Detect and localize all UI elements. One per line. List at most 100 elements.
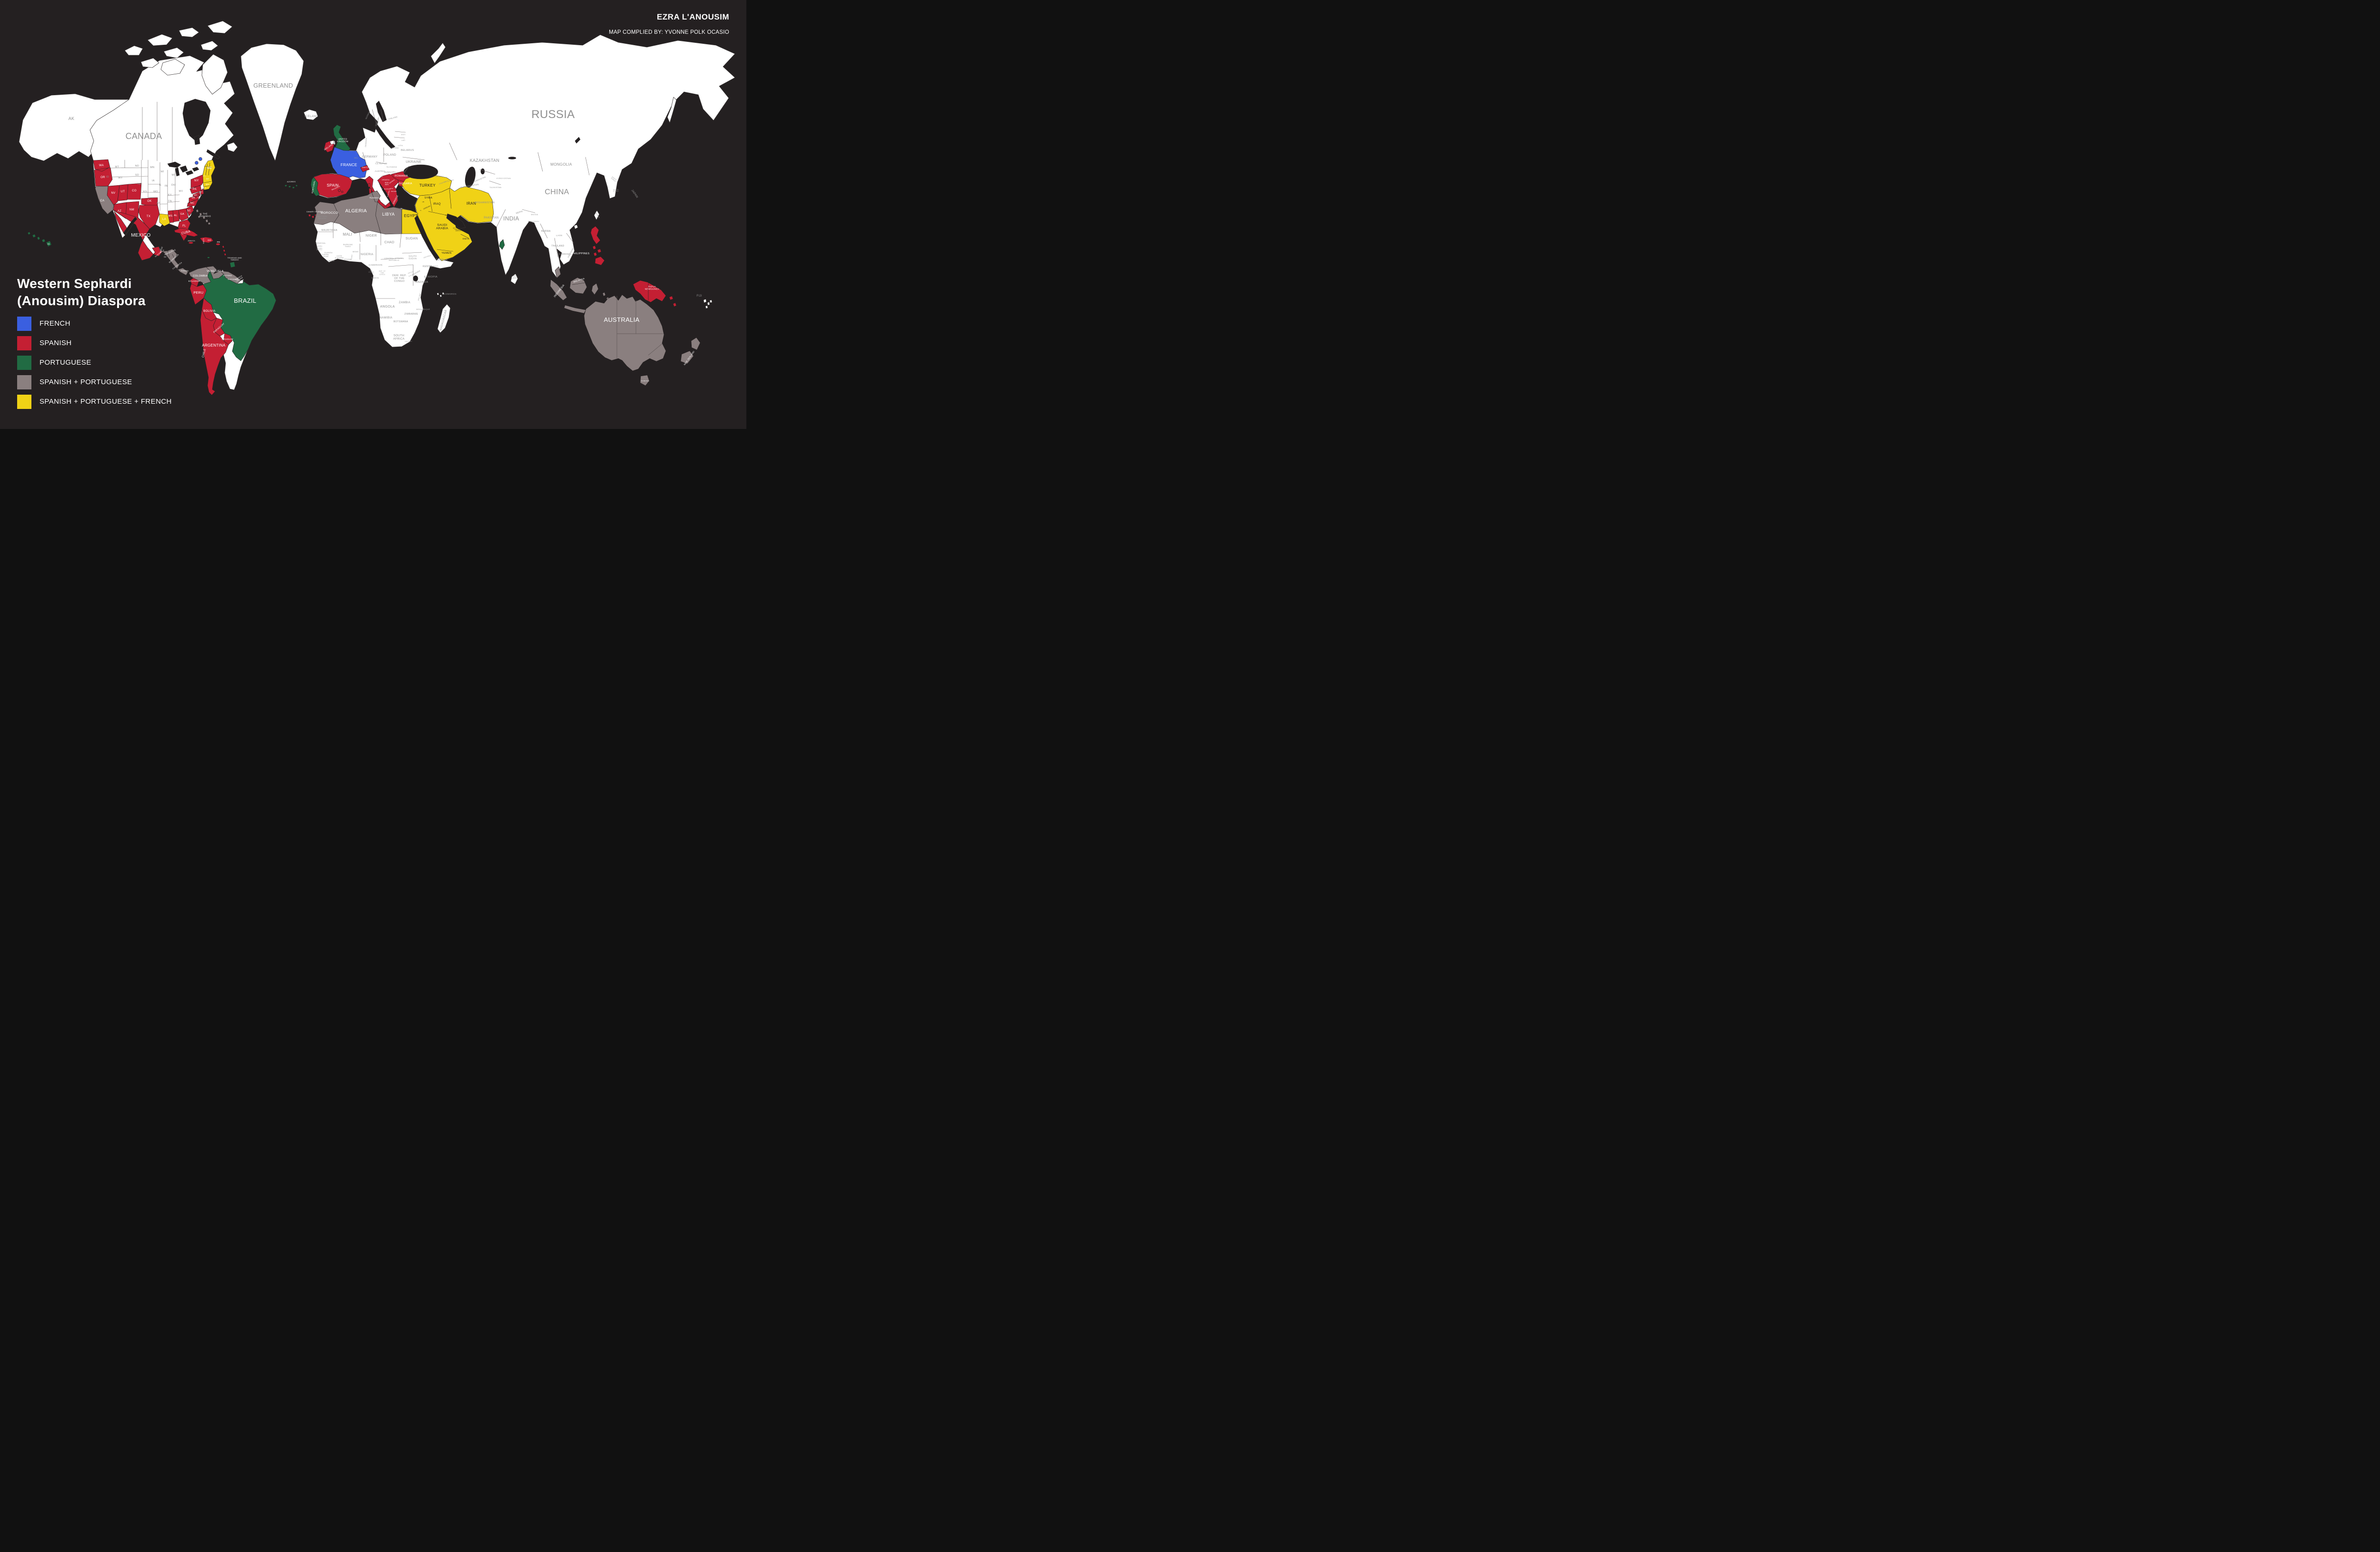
map-label-ms: MS	[169, 215, 173, 218]
legend-label: PORTUGUESE	[40, 358, 91, 367]
legend-label: SPANISH + PORTUGUESE	[40, 378, 132, 387]
map-label-serbia: SERBIA	[389, 179, 396, 184]
water-great-lakes	[167, 161, 199, 177]
map-label-oman: OMAN	[463, 238, 470, 240]
map-label-nm: NM	[129, 209, 134, 211]
country-united-kingdom	[333, 124, 351, 154]
legend-item: FRENCH	[17, 316, 172, 331]
map-label-greenland: GREENLAND	[253, 82, 293, 89]
map-label-somalia: SOMALIA	[436, 259, 448, 261]
map-label-armenia: ARMENIA	[439, 180, 446, 185]
map-label-kazakhstan: KAZAKHSTAN	[470, 158, 499, 163]
map-label-nd: ND	[135, 165, 139, 168]
marker-montreal	[198, 157, 202, 161]
map-label-az: AZ	[118, 210, 121, 213]
map-label-belarus: BELARUS	[401, 149, 414, 152]
map-label-mali: MALI	[343, 232, 352, 237]
map-label-iraq: IRAQ	[433, 203, 441, 206]
legend-list: FRENCH SPANISH PORTUGUESE SPANISH + PORTUGU…	[17, 316, 172, 409]
shape-sakhalin	[667, 97, 677, 123]
map-label-sri-lanka: SRI LANKA	[512, 275, 518, 279]
shape-newfoundland	[227, 142, 238, 152]
map-label-wa: WA	[99, 164, 104, 167]
map-label-cz-repub: CZ.REPUB	[375, 162, 387, 165]
map-label-canary-islands: CANARY ISLANDS	[307, 211, 323, 213]
country-us-red-states-east	[168, 174, 205, 241]
world-map: AK CANADA GREENLAND ICELAND WA OR CA NV UT CO AZ NM…	[19, 20, 735, 396]
shape-sri-lanka	[510, 273, 518, 285]
water-red-sea	[414, 215, 440, 261]
map-label-majorca: MAJORCA	[331, 185, 341, 191]
borders-on-color	[159, 162, 649, 301]
map-label-panama: PANAMA	[181, 270, 189, 272]
map-label-chad: CHAD	[384, 241, 394, 244]
map-label-iceland: ICELAND	[305, 115, 318, 118]
landmasses	[19, 20, 735, 390]
region-balkans	[377, 174, 399, 208]
map-label-russia: RUSSIA	[392, 147, 399, 149]
map-label-tn: TN	[168, 200, 172, 203]
map-label-la: LA	[162, 218, 166, 221]
region-tasmania	[640, 375, 650, 386]
map-label-kw: KW	[445, 214, 447, 216]
water-black-sea	[403, 164, 438, 179]
map-label-do: DO	[208, 239, 211, 241]
state-louisiana	[159, 213, 170, 227]
map-label-nc: NC	[190, 202, 195, 205]
map-label-nv: NV	[111, 192, 116, 195]
map-label-united-kingdom: UNITED KINGDOM	[337, 138, 348, 143]
map-label-gambia: GAMBIA	[317, 245, 323, 247]
map-label-philippines: PHILIPPINES	[572, 252, 589, 255]
map-label-portugal: PORTUGAL	[311, 180, 316, 194]
map-label-oh: OH	[171, 184, 176, 187]
map-label-ukraine: UKRAINE	[406, 160, 421, 164]
legend-item: SPANISH + PORTUGUESE	[17, 375, 172, 389]
islands-bahamas	[196, 209, 211, 225]
map-label-germany: GERMANY	[362, 156, 377, 159]
map-label-algeria: ALGERIA	[345, 209, 367, 214]
map-label-cuba: CUBA	[181, 230, 191, 236]
map-label-south-sudan: SOUTH SUDAN	[408, 255, 416, 260]
water-overlays	[123, 99, 581, 282]
map-label-china: CHINA	[545, 188, 569, 196]
map-label-niger: NIGER	[366, 234, 377, 238]
map-title: EZRA L'ANOUSIM	[656, 12, 729, 21]
water-baltic	[375, 100, 396, 149]
map-label-libya: LIBYA	[382, 212, 395, 217]
map-label-togo: TOGO	[351, 254, 353, 259]
map-label-ks: KS	[143, 190, 147, 193]
map-label-tunisia: TUNISIA	[369, 197, 379, 199]
shape-taiwan	[594, 210, 600, 220]
map-label-papua-newguinea: PAPUA NEWGUINEA	[645, 286, 659, 290]
map-label-central-african-republic: CENTRAL AFRICAN REPUBLIC	[384, 257, 404, 261]
shape-fiji-islands	[703, 298, 713, 309]
map-label-south-korea: SOUTH KOREA	[613, 189, 619, 192]
map-label-cambodia: CAMBODIA	[559, 253, 571, 255]
map-label-senegal: SENEGAL	[316, 242, 326, 244]
map-label-sd: SD	[135, 174, 139, 177]
header: EZRA L'ANOUSIM MAP COMPLIED BY: YVONNE P…	[609, 12, 729, 35]
map-label-wi: WI	[160, 170, 164, 173]
legend-label: SPANISH	[40, 339, 72, 348]
map-label-afghanistan: AFGHANISTAN	[475, 201, 495, 204]
map-label-peru: PERU	[194, 291, 204, 295]
legend-title-line1: Western Sephardi	[17, 276, 132, 291]
borders-on-white	[109, 101, 590, 299]
legend-label: FRENCH	[40, 319, 70, 328]
map-label-eritrea: ERITREA	[424, 255, 432, 259]
map-label-ca: CA	[100, 199, 105, 202]
map-label-ga: GA	[180, 213, 185, 216]
map-label-mauritania: MAURITANIA	[321, 229, 337, 232]
legend-swatch-spanish_portuguese_french	[17, 394, 31, 409]
map-label-guinea: GUINEA	[324, 251, 332, 254]
map-label-lat-: LAT.	[402, 139, 406, 141]
map-label-albania: ALBANIA	[387, 190, 390, 197]
map-label-in: IN	[165, 185, 168, 188]
map-label-fiji: FIJI	[696, 295, 702, 298]
map-label-botswana: BOTSWANA	[394, 320, 408, 323]
legend-block: Western Sephardi (Anousim) Diaspora FREN…	[17, 275, 172, 414]
map-label-thailand: THAILAND	[551, 245, 564, 248]
map-label-burundi: BURUNDI	[408, 274, 415, 277]
map-label-laos: LAOS	[556, 234, 562, 237]
map-label-sz: SZ	[414, 331, 416, 333]
